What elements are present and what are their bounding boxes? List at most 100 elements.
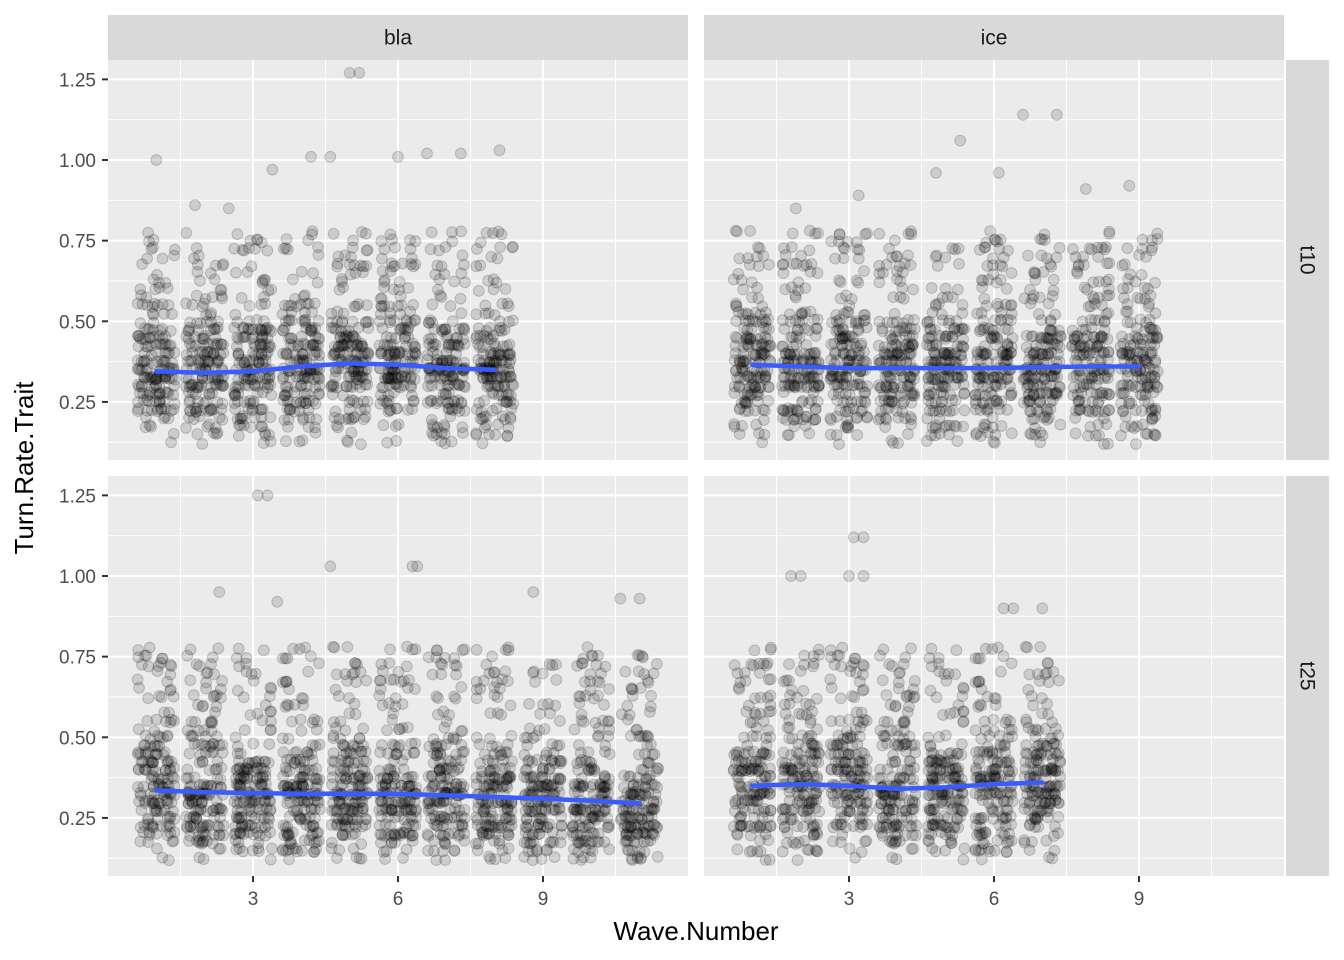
data-point [555, 828, 568, 841]
data-point [438, 721, 451, 734]
data-point [211, 337, 224, 350]
data-point [651, 658, 663, 670]
data-point [148, 740, 161, 753]
data-point [308, 297, 321, 310]
data-point [346, 828, 359, 841]
data-point [143, 373, 156, 386]
data-point [347, 805, 359, 818]
data-point [214, 842, 227, 855]
data-point [182, 355, 194, 368]
data-point [147, 241, 159, 254]
data-point [408, 395, 420, 408]
data-point [132, 329, 145, 342]
data-point [851, 243, 864, 256]
data-point [183, 394, 196, 407]
data-point [395, 371, 408, 383]
data-point [210, 763, 223, 775]
data-point [554, 772, 567, 785]
data-point [455, 307, 468, 320]
data-point [442, 402, 455, 415]
data-point [1149, 307, 1162, 320]
panel-bla-t10 [108, 60, 688, 460]
data-point [435, 291, 448, 303]
data-point [737, 283, 749, 296]
outlier-point [421, 147, 433, 160]
data-point [209, 259, 222, 272]
data-point [781, 405, 794, 418]
data-point [346, 241, 359, 254]
data-point [183, 324, 195, 337]
data-point [873, 227, 886, 240]
data-point [634, 789, 647, 801]
data-point [305, 325, 318, 337]
data-point [1054, 418, 1067, 431]
data-point [734, 780, 746, 793]
data-point [482, 379, 495, 391]
data-point [429, 268, 442, 281]
data-point [180, 297, 192, 310]
data-point [340, 380, 353, 393]
data-point [197, 853, 210, 866]
data-point [439, 323, 452, 336]
data-point [1130, 438, 1142, 451]
data-point [409, 643, 422, 656]
data-point [812, 227, 824, 240]
data-point [732, 746, 745, 759]
data-point [236, 820, 249, 832]
outlier-point [392, 150, 404, 163]
data-point [355, 838, 368, 850]
data-point [602, 821, 615, 834]
data-point [139, 333, 152, 346]
data-point [383, 404, 396, 416]
data-point [347, 762, 360, 775]
data-point [761, 657, 774, 669]
data-point [957, 340, 969, 353]
data-point [781, 429, 794, 441]
data-point [421, 828, 434, 841]
outlier-point [266, 163, 279, 176]
data-point [241, 266, 254, 279]
data-point [994, 259, 1007, 272]
data-point [280, 233, 293, 246]
data-point [217, 258, 230, 270]
data-point [439, 854, 452, 866]
data-point [502, 829, 515, 841]
data-point [155, 805, 168, 817]
data-point [233, 333, 245, 345]
data-point [211, 427, 224, 439]
data-point [169, 373, 182, 386]
data-point [286, 273, 299, 286]
data-point [389, 836, 401, 849]
data-point [265, 723, 277, 736]
data-point [302, 421, 315, 433]
data-point [475, 821, 488, 834]
outlier-point [930, 167, 942, 179]
data-point [232, 430, 245, 442]
data-point [991, 297, 1004, 310]
data-point [138, 355, 150, 368]
data-point [196, 332, 209, 345]
data-point [1092, 418, 1105, 431]
data-point [486, 650, 499, 663]
outlier-point [992, 167, 1005, 179]
data-point [357, 722, 370, 735]
data-point [847, 402, 860, 415]
data-point [325, 380, 337, 393]
data-point [313, 380, 326, 392]
data-point [1098, 438, 1110, 450]
data-point [633, 649, 646, 662]
data-point [742, 338, 754, 351]
data-point [1005, 427, 1018, 440]
data-point [206, 291, 219, 304]
data-point [211, 354, 224, 366]
data-point [284, 403, 297, 416]
data-point [132, 403, 145, 415]
data-point [136, 379, 148, 391]
outlier-point [213, 586, 226, 598]
data-point [148, 381, 160, 394]
data-point [529, 803, 542, 816]
data-point [809, 330, 822, 343]
data-point [522, 818, 535, 831]
data-point [550, 658, 562, 671]
data-point [495, 708, 508, 721]
